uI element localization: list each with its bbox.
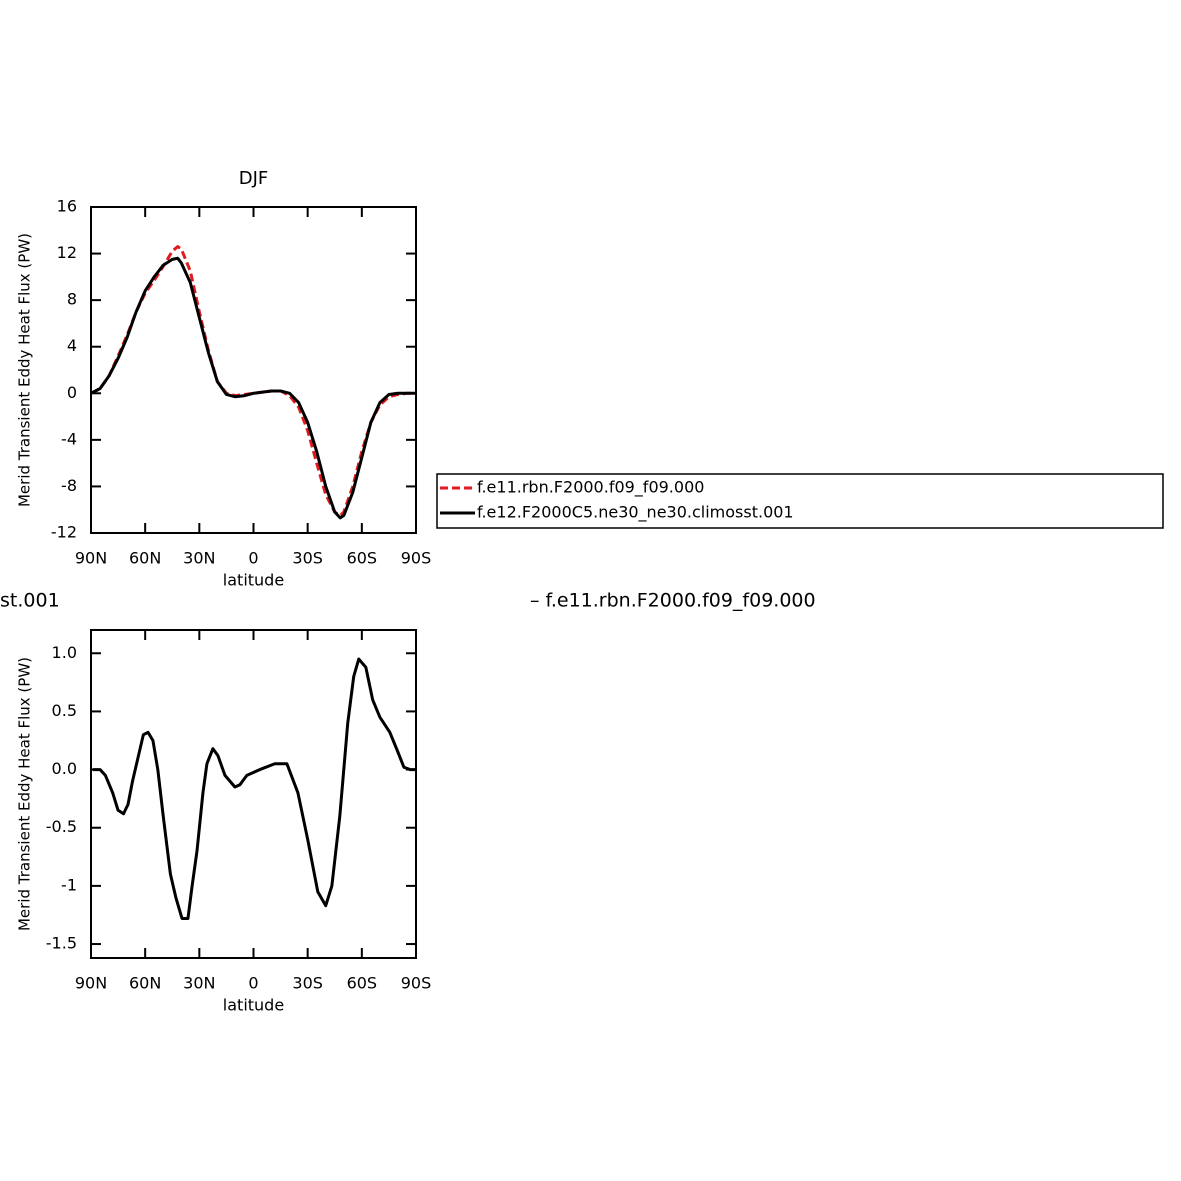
x-tick-label: 90N (75, 974, 107, 993)
y-tick-label: 8 (67, 290, 77, 309)
chart-title: DJF (239, 168, 269, 189)
x-tick-label: 30S (292, 549, 323, 568)
y-axis-label: Merid Transient Eddy Heat Flux (PW) (16, 233, 34, 507)
y-tick-label: 1.0 (52, 643, 77, 662)
annotation: st.001 (0, 590, 60, 612)
data-line (91, 256, 416, 520)
x-tick-label: 60N (129, 549, 161, 568)
x-tick-label: 60S (347, 549, 378, 568)
y-tick-label: -1 (61, 875, 77, 894)
annotation: – f.e11.rbn.F2000.f09_f09.000 (530, 590, 816, 612)
y-tick-label: -1.5 (46, 934, 77, 953)
plot-area (91, 245, 416, 520)
plot-area (92, 657, 416, 920)
data-line (91, 245, 416, 518)
x-tick-label: 0 (248, 549, 258, 568)
plot-frame (90, 206, 417, 534)
y-tick-label: -4 (61, 429, 77, 448)
x-axis-label: latitude (223, 571, 284, 590)
x-tick-label: 30N (183, 974, 215, 993)
y-axis-label: Merid Transient Eddy Heat Flux (PW) (16, 657, 34, 931)
y-tick-label: 0.0 (52, 759, 77, 778)
y-tick-label: 4 (67, 336, 77, 355)
y-tick-label: 12 (57, 243, 77, 262)
legend-label: f.e12.F2000C5.ne30_ne30.climosst.001 (477, 503, 794, 523)
plot-frame (90, 629, 417, 959)
y-tick-label: -8 (61, 476, 77, 495)
y-tick-label: -12 (51, 523, 77, 542)
x-tick-label: 60N (129, 974, 161, 993)
x-tick-label: 30N (183, 549, 215, 568)
x-tick-label: 90N (75, 549, 107, 568)
legend-box (436, 473, 1164, 529)
x-tick-label: 0 (248, 974, 258, 993)
y-tick-label: 0.5 (52, 701, 77, 720)
data-line (92, 657, 416, 920)
x-tick-label: 90S (401, 549, 432, 568)
legend-label: f.e11.rbn.F2000.f09_f09.000 (477, 478, 704, 498)
y-tick-label: 16 (57, 197, 77, 216)
x-tick-label: 60S (347, 974, 378, 993)
x-tick-label: 90S (401, 974, 432, 993)
y-tick-label: -0.5 (46, 817, 77, 836)
x-tick-label: 30S (292, 974, 323, 993)
x-axis-label: latitude (223, 996, 284, 1015)
y-tick-label: 0 (67, 383, 77, 402)
